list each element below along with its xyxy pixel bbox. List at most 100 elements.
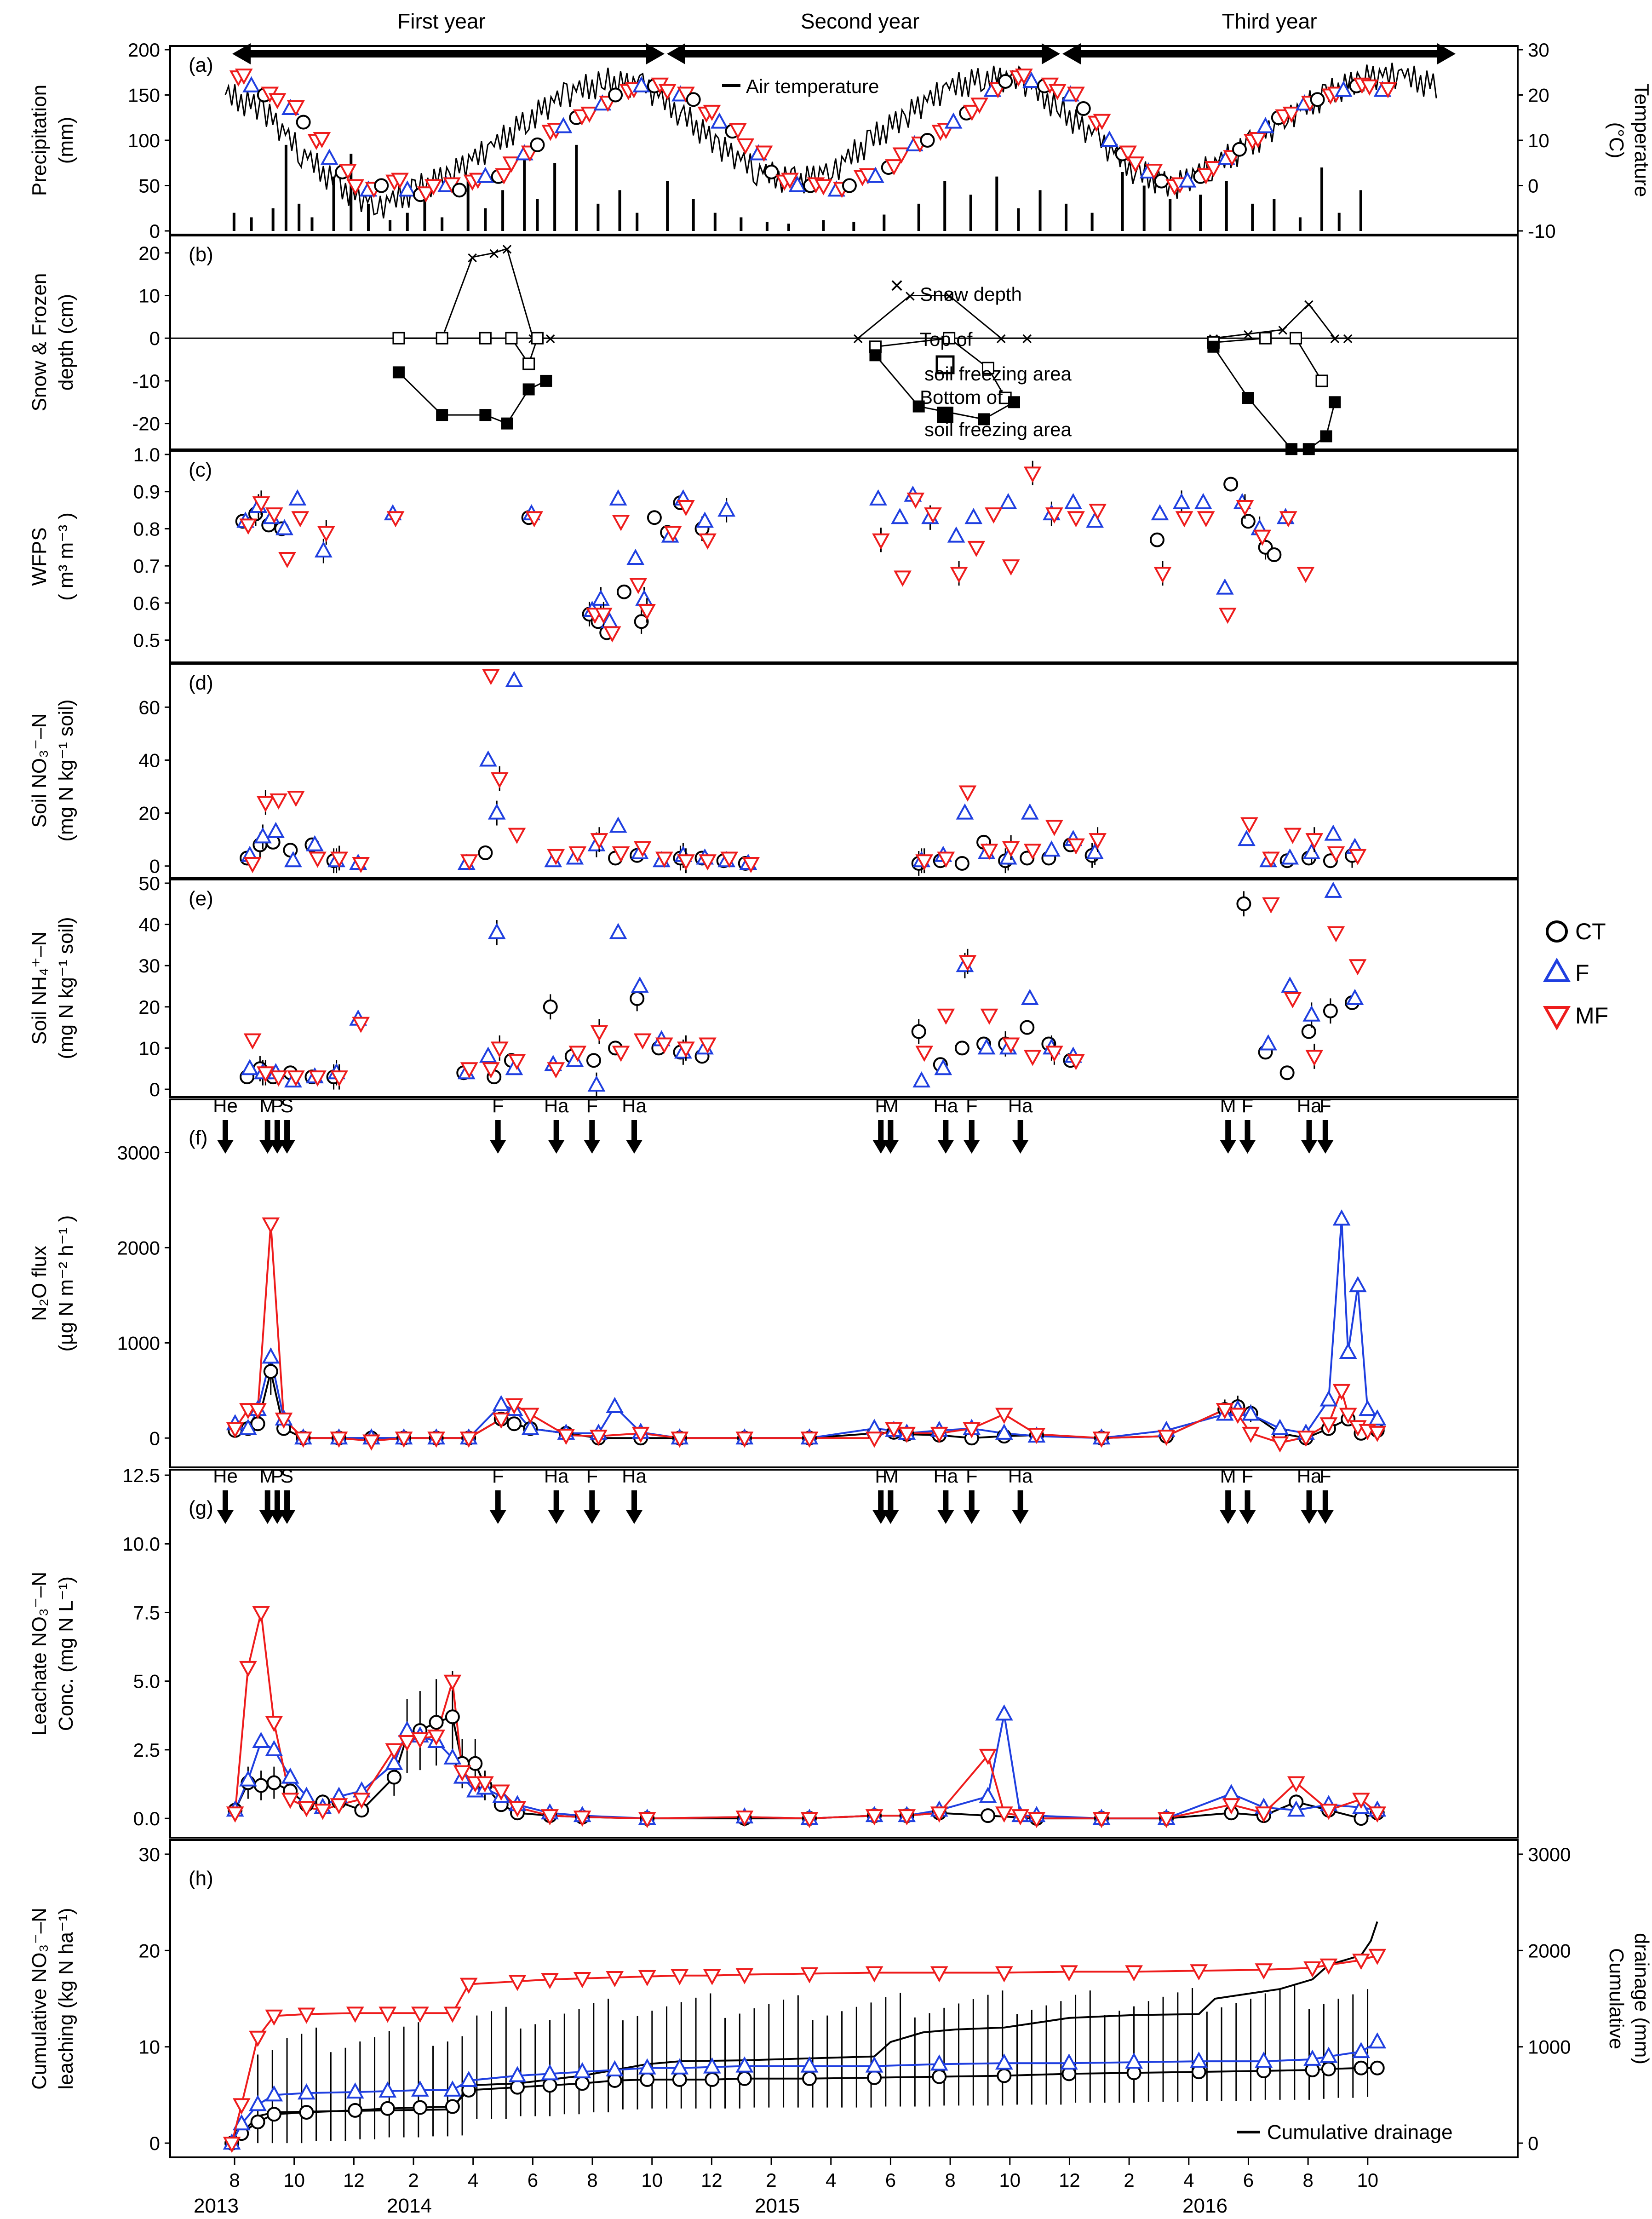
panel-e-marker-mf [330, 1070, 348, 1087]
y2-tick-label: 30 [1528, 39, 1549, 61]
panel-d-marker-f [479, 750, 497, 767]
panel-d-marker-f [1281, 848, 1299, 865]
panel-h-marker-ct [413, 2100, 428, 2115]
temp-marker-f [632, 76, 651, 92]
panel-c-marker-mf [252, 496, 270, 513]
panel-e-marker-ct [543, 999, 558, 1014]
panel-h-marker-f [541, 2064, 559, 2081]
temp-marker-ct [998, 74, 1013, 89]
panel-e-marker-f [488, 923, 506, 939]
panel-e-marker-mf [699, 1037, 717, 1054]
panel-e-marker-mf [309, 1070, 327, 1087]
panel-d-marker-mf [612, 846, 630, 863]
temp-marker-f [1022, 71, 1041, 88]
temp-marker-ct [842, 178, 857, 193]
panel-g-y-axis: 0.0 2.5 5.0 7.5 10.0 12.5 [122, 1465, 170, 1829]
panel-f-marker-mf [1228, 1408, 1247, 1424]
panel-h-ylabel-1: Cumulative NO₃⁻–N [28, 1908, 51, 2090]
panel-h-marker-ct [380, 2101, 395, 2116]
panel-d-marker-f [1324, 824, 1342, 841]
panel-g-marker-mf [398, 1735, 416, 1752]
temp-marker-mf [1205, 161, 1222, 178]
panel-f-marker-f [1368, 1409, 1387, 1426]
temp-marker-mf [703, 104, 721, 121]
y-tick-label: 7.5 [133, 1602, 160, 1623]
event-label: M [883, 1465, 899, 1487]
panel-d-marker-f [267, 822, 285, 838]
y-tick-label: 50 [138, 873, 160, 894]
panel-d-marker-f [253, 827, 272, 844]
panel-c-marker-mf [278, 552, 296, 569]
panel-h-marker-ct [932, 2069, 947, 2084]
panel-g-marker-mf [298, 1801, 315, 1817]
panel-f-series [226, 1209, 1387, 1453]
panel-d-marker-f [306, 835, 324, 851]
x-tick-label: 8 [945, 2169, 955, 2191]
panel-c-marker-mf [1089, 504, 1107, 520]
panel-c-marker-mf [1296, 567, 1315, 583]
panel-g-marker-mf [541, 1809, 559, 1826]
panel-d-marker-mf [720, 851, 739, 868]
temp-marker-ct [608, 87, 623, 103]
panel-h-marker-f [1303, 2049, 1321, 2066]
panel-e-marker-ct [586, 1053, 601, 1068]
y-tick-label: 0 [149, 856, 160, 877]
panel-f-marker-mf [1157, 1430, 1176, 1446]
y-tick-label: 10 [138, 2036, 160, 2058]
temp-marker-mf [963, 104, 981, 121]
panel-e-marker-ct [1301, 1024, 1316, 1039]
panel-d-y-axis: 0 20 40 60 [138, 696, 170, 877]
panel-e-marker-mf [508, 1054, 526, 1070]
panel-h-marker-mf [232, 2098, 251, 2115]
panel-g-marker-ct [429, 1715, 444, 1730]
panel-c-marker-f [1194, 493, 1212, 509]
event-label: F [1242, 1095, 1254, 1116]
legend: CT F MF [1543, 919, 1608, 1031]
year-banner-first: First year [397, 9, 486, 33]
y-tick-label: 50 [138, 175, 160, 197]
y-tick-label: 1.0 [133, 444, 160, 466]
panel-c-marker-mf [1067, 511, 1085, 528]
panel-g-marker-mf [281, 1793, 299, 1809]
panel-h-marker-ct [802, 2071, 817, 2086]
event-label: F [586, 1465, 598, 1487]
panel-a-ylabel2-2: (°C) [1605, 122, 1628, 159]
panel-e-marker-mf [482, 1062, 500, 1079]
temp-marker-mf [781, 172, 799, 189]
bottom-freezing-marker [392, 366, 405, 379]
temp-marker-mf [346, 179, 365, 195]
panel-c-marker-ct [647, 510, 662, 525]
panel-g-marker-mf [411, 1732, 429, 1749]
panel-e-marker-mf [1002, 1037, 1020, 1054]
panel-h-marker-mf [443, 2006, 462, 2023]
panel-d-marker-mf [287, 791, 305, 807]
panel-d-marker-f [505, 671, 523, 687]
panel-f-marker-mf [1092, 1431, 1111, 1448]
panel-g-marker-mf [800, 1812, 819, 1828]
panel-h-marker-ct [542, 2078, 557, 2093]
event-label: Ha [1297, 1095, 1322, 1116]
year-banner-third: Third year [1222, 9, 1317, 33]
panel-c-tag: (c) [189, 459, 212, 481]
x-tick-label: 8 [587, 2169, 597, 2191]
panel-c-marker-f [1172, 493, 1191, 509]
event-arrowhead [1012, 1510, 1029, 1524]
top-freezing-line [875, 337, 1006, 398]
panel-h-y2-axis: 0 1000 2000 3000 [1518, 1844, 1571, 2154]
panel-e-marker-mf [677, 1041, 695, 1058]
temp-marker-mf [658, 84, 677, 100]
panel-d-marker-mf [677, 854, 695, 871]
panel-f-marker-mf [330, 1431, 348, 1448]
panel-c-marker-mf [1175, 511, 1193, 528]
panel-g-marker-f [443, 1748, 462, 1765]
panel-f-marker-mf [898, 1426, 916, 1443]
temp-marker-f [320, 149, 338, 165]
panel-h-marker-mf [298, 2007, 315, 2024]
panel-d-marker-mf [1327, 846, 1345, 863]
panel-g-marker-mf [265, 1716, 283, 1732]
legend-bottom-freezing-label-2: soil freezing area [924, 419, 1072, 440]
bottom-freezing-marker [1302, 443, 1315, 455]
panel-h-annotation: Cumulative drainage [1267, 2121, 1453, 2144]
panel-c-marker-mf [985, 507, 1003, 524]
